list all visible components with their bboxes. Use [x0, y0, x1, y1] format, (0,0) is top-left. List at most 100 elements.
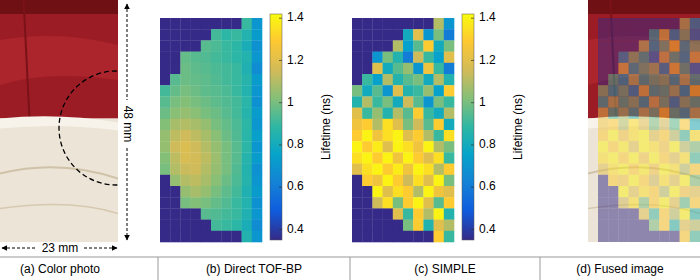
heatmap-cell [211, 175, 222, 187]
heatmap-cell [629, 18, 640, 30]
heatmap-cell [352, 220, 363, 232]
heatmap-cell [191, 208, 202, 220]
heatmap-cell [680, 63, 691, 75]
colorbar-tick-label: 0.6 [479, 179, 496, 193]
heatmap-cell [362, 152, 373, 164]
heatmap-cell [690, 152, 700, 164]
heatmap-cell [690, 208, 700, 220]
heatmap-cell [659, 208, 670, 220]
heatmap-cell [639, 63, 650, 75]
heatmap-cell [362, 108, 373, 120]
heatmap-cell [403, 231, 414, 243]
heatmap-cell [362, 141, 373, 153]
meat-dark [588, 0, 700, 14]
heatmap-cell [170, 186, 181, 198]
heatmap-cell [201, 231, 212, 243]
heatmap-cell [690, 197, 700, 209]
heatmap-cell [221, 108, 232, 120]
heatmap-cell [434, 164, 445, 176]
colorbar-label: Lifetime (ns) [319, 94, 333, 160]
heatmap-cell [201, 52, 212, 64]
heatmap-cell [659, 96, 670, 108]
heatmap-cell [160, 18, 171, 30]
heatmap-cell [242, 164, 253, 176]
heatmap-cell [221, 63, 232, 75]
heatmap-cell [352, 18, 363, 30]
heatmap-cell [191, 152, 202, 164]
heatmap-cell [221, 40, 232, 52]
heatmap-cell [231, 164, 242, 176]
heatmap-cell [690, 141, 700, 153]
heatmap-cell [242, 40, 253, 52]
heatmap-cell [423, 152, 434, 164]
heatmap-cell [201, 220, 212, 232]
heatmap-cell [434, 208, 445, 220]
heatmap-cell [444, 108, 455, 120]
heatmap-cell [383, 220, 394, 232]
heatmap [352, 18, 454, 242]
heatmap-cell [434, 85, 445, 97]
heatmap-cell [413, 74, 424, 86]
heatmap-cell [413, 152, 424, 164]
colorbar-tick-label: 0.4 [287, 222, 304, 236]
heatmap-cell [659, 85, 670, 97]
heatmap-cell [362, 96, 373, 108]
heatmap-cell [649, 186, 660, 198]
heatmap-cell [669, 52, 680, 64]
heatmap-cell [180, 231, 191, 243]
heatmap-cell [170, 96, 181, 108]
heatmap-cell [383, 231, 394, 243]
heatmap-cell [393, 18, 404, 30]
heatmap-cell [680, 85, 691, 97]
heatmap-cell [690, 108, 700, 120]
heatmap-cell [413, 130, 424, 142]
heatmap-cell [598, 63, 609, 75]
heatmap-cell [403, 18, 414, 30]
heatmap [160, 18, 262, 242]
heatmap-cell [372, 175, 383, 187]
heatmap-cell [618, 186, 629, 198]
colorbar-tick-label: 1 [479, 95, 486, 109]
heatmap-cell [423, 130, 434, 142]
heatmap-cell [242, 18, 253, 30]
heatmap-cell [618, 141, 629, 153]
heatmap-cell [170, 141, 181, 153]
heatmap-cell [669, 164, 680, 176]
colorbar-tick [471, 187, 474, 188]
heatmap-cell [201, 18, 212, 30]
heatmap-cell [221, 18, 232, 30]
heatmap-cell [639, 141, 650, 153]
heatmap-cell [434, 186, 445, 198]
heatmap-cell [221, 208, 232, 220]
heatmap-cell [608, 63, 619, 75]
heatmap-cell [639, 175, 650, 187]
heatmap-cell [201, 29, 212, 41]
heatmap-cell [444, 152, 455, 164]
colorbar [270, 14, 282, 240]
width-arrow [2, 248, 36, 249]
heatmap-cell [180, 119, 191, 131]
heatmap-cell [393, 63, 404, 75]
heatmap-cell [221, 231, 232, 243]
heatmap-cell [639, 85, 650, 97]
heatmap-cell [231, 29, 242, 41]
heatmap-cell [413, 175, 424, 187]
heatmap-cell [352, 108, 363, 120]
heatmap-cell [160, 164, 171, 176]
colorbar-tick-label: 1.2 [479, 53, 496, 67]
heatmap-cell [608, 108, 619, 120]
heatmap-cell [191, 40, 202, 52]
heatmap-cell [598, 40, 609, 52]
heatmap-cell [618, 231, 629, 242]
heatmap-cell [659, 63, 670, 75]
heatmap-cell [242, 141, 253, 153]
heatmap-cell [618, 18, 629, 30]
meat-seam [24, 0, 30, 119]
overlay [598, 18, 700, 242]
heatmap-cell [211, 231, 222, 243]
heatmap-cell [231, 85, 242, 97]
heatmap-cell [618, 96, 629, 108]
heatmap-cell [242, 74, 253, 86]
heatmap-cell [639, 152, 650, 164]
heatmap-cell [680, 29, 691, 41]
